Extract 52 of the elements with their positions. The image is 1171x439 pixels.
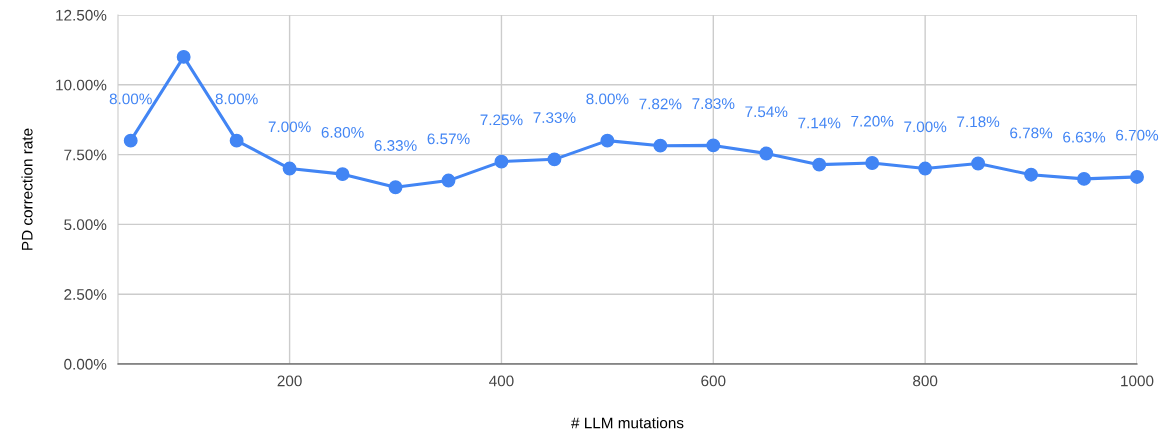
y-tick-label: 7.50% (64, 149, 107, 161)
point (759, 146, 774, 161)
y-tick-label: 0.00% (64, 358, 107, 370)
data-label: 7.54% (745, 106, 788, 118)
data-label: 6.57% (427, 133, 470, 145)
point (1024, 167, 1039, 182)
data-label: 7.18% (957, 116, 1000, 128)
x-tick-label: 600 (701, 375, 726, 387)
point (971, 156, 986, 171)
point (282, 161, 297, 176)
point (918, 161, 933, 176)
data-label: 6.78% (1010, 127, 1053, 139)
point (388, 180, 403, 195)
point (547, 152, 562, 167)
x-tick-label: 1000 (1121, 375, 1154, 387)
data-label: 7.00% (268, 121, 311, 133)
data-label: 8.00% (109, 93, 152, 105)
data-label: 7.25% (480, 114, 523, 126)
data-label: 8.00% (215, 93, 258, 105)
x-tick-label: 400 (489, 375, 514, 387)
point (176, 49, 191, 64)
point (335, 167, 350, 182)
data-label: 7.82% (639, 98, 682, 110)
data-label: 6.63% (1063, 131, 1106, 143)
data-label: 7.33% (533, 112, 576, 123)
point (600, 133, 615, 148)
data-label: 7.83% (692, 98, 735, 110)
data-label: 6.33% (374, 140, 417, 151)
point (441, 173, 456, 188)
y-tick-label: 10.00% (56, 79, 107, 91)
point (706, 138, 721, 153)
data-label: 7.00% (904, 121, 947, 133)
data-label: 7.14% (798, 117, 841, 129)
y-tick-label: 2.50% (64, 289, 107, 300)
data-label: 6.70% (1116, 129, 1159, 141)
data-label: 8.00% (586, 93, 629, 105)
point (229, 133, 244, 148)
point (123, 133, 138, 148)
data-label: 7.20% (851, 115, 894, 127)
y-tick-label: 5.00% (64, 219, 107, 231)
point (865, 156, 880, 170)
data-label: 6.80% (321, 126, 364, 138)
x-tick-label: 800 (913, 375, 938, 387)
x-tick-label: 200 (277, 375, 302, 387)
y-tick-label: 12.50% (56, 9, 107, 21)
point (1077, 171, 1091, 186)
point (494, 154, 509, 169)
x-axis-title: # LLM mutations (571, 417, 684, 429)
point (812, 157, 827, 172)
y-axis-title: PD correction rate (21, 128, 33, 250)
point (1130, 169, 1144, 184)
point (653, 138, 668, 153)
